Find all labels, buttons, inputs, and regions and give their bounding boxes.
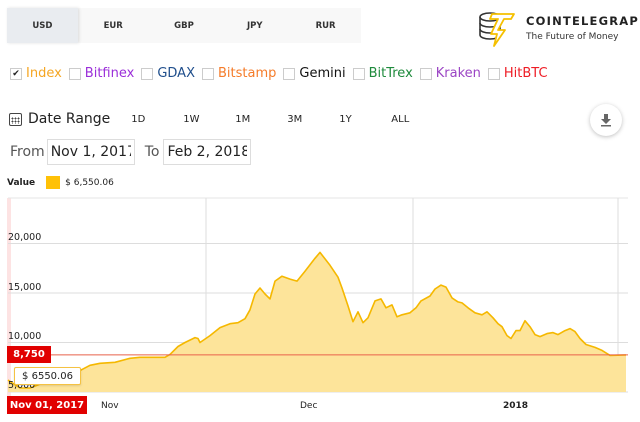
range-1d-button[interactable]: 1D xyxy=(131,113,146,125)
exchange-hitbtc[interactable]: HitBTC xyxy=(487,66,548,81)
chart-legend: Value $ 6,550.06 xyxy=(7,176,114,189)
range-all-button[interactable]: ALL xyxy=(391,113,410,125)
logo-subtitle: The Future of Money xyxy=(526,32,619,42)
legend-swatch xyxy=(46,176,61,189)
tab-rur[interactable]: RUR xyxy=(315,20,336,31)
value-tooltip: $ 6550.06 xyxy=(14,367,81,385)
crosshair-band xyxy=(7,198,11,400)
xtick-2018: 2018 xyxy=(503,401,529,411)
checkbox-checked-icon[interactable]: ✔ xyxy=(10,67,22,80)
range-3m-button[interactable]: 3M xyxy=(287,113,303,125)
date-range-label: Date Range xyxy=(28,111,111,127)
exchange-bitstamp[interactable]: Bitstamp xyxy=(201,66,277,81)
range-1w-button[interactable]: 1W xyxy=(183,113,200,125)
tab-usd[interactable]: USD xyxy=(7,8,78,43)
exchange-gemini[interactable]: Gemini xyxy=(283,66,346,81)
checkbox-icon[interactable] xyxy=(419,67,432,80)
checkbox-icon[interactable] xyxy=(283,67,296,80)
ytick-20000: 20,000 xyxy=(8,232,42,243)
exchange-index[interactable]: ✔ Index xyxy=(10,66,62,81)
legend-value: $ 6,550.06 xyxy=(65,177,114,188)
exchange-filters: ✔ Index Bitfinex GDAX Bitstamp Gemini Bit… xyxy=(10,66,555,81)
exchange-label: Gemini xyxy=(299,66,346,81)
legend-title: Value xyxy=(7,177,36,188)
exchange-bittrex[interactable]: BitTrex xyxy=(352,66,413,81)
checkbox-icon[interactable] xyxy=(141,67,154,80)
checkbox-icon[interactable] xyxy=(201,67,214,80)
area-fill xyxy=(8,252,626,392)
checkbox-icon[interactable] xyxy=(68,67,81,80)
from-label: From xyxy=(10,144,45,160)
ytick-5000: 5,000 xyxy=(8,380,36,391)
to-label: To xyxy=(144,144,160,160)
date-axis-marker: Nov 01, 2017 xyxy=(7,396,87,414)
date-inputs: From To xyxy=(10,139,252,165)
tab-eur[interactable]: EUR xyxy=(103,20,123,31)
tab-jpy[interactable]: JPY xyxy=(247,20,263,31)
ytick-10000: 10,000 xyxy=(8,331,42,342)
download-button[interactable] xyxy=(590,104,622,136)
exchange-bitfinex[interactable]: Bitfinex xyxy=(68,66,135,81)
coin-stack-bolt-icon xyxy=(479,12,515,47)
to-date-input[interactable] xyxy=(163,139,252,165)
price-axis-marker: 8,750 xyxy=(7,346,51,363)
xtick-nov: Nov xyxy=(101,401,119,411)
calendar-icon xyxy=(9,112,22,126)
tab-gbp[interactable]: GBP xyxy=(174,20,194,31)
exchange-label: BitTrex xyxy=(368,66,413,81)
date-range-selector: Date Range 1D 1W 1M 3M 1Y ALL xyxy=(9,111,443,127)
checkbox-icon[interactable] xyxy=(487,67,500,80)
exchange-label: Kraken xyxy=(435,66,481,81)
checkbox-icon[interactable] xyxy=(352,67,365,80)
exchange-label: Bitfinex xyxy=(84,66,135,81)
exchange-label: Index xyxy=(26,66,62,81)
logo-title: COINTELEGRAPH xyxy=(526,14,640,28)
from-date-input[interactable] xyxy=(46,139,135,165)
exchange-label: HitBTC xyxy=(503,66,548,81)
exchange-label: GDAX xyxy=(157,66,195,81)
xtick-dec: Dec xyxy=(300,401,318,411)
range-1y-button[interactable]: 1Y xyxy=(339,113,352,125)
exchange-kraken[interactable]: Kraken xyxy=(419,66,481,81)
chart-plot-area[interactable] xyxy=(0,190,640,422)
range-1m-button[interactable]: 1M xyxy=(235,113,251,125)
ytick-15000: 15,000 xyxy=(8,282,42,293)
price-chart[interactable]: 20,000 15,000 10,000 5,000 Nov Dec 2018 … xyxy=(0,190,640,422)
currency-tabs: USD EUR GBP JPY RUR xyxy=(7,8,361,43)
exchange-label: Bitstamp xyxy=(217,66,277,81)
download-icon xyxy=(601,114,611,127)
cointelegraph-logo[interactable]: COINTELEGRAPH The Future of Money xyxy=(476,8,640,48)
exchange-gdax[interactable]: GDAX xyxy=(141,66,195,81)
